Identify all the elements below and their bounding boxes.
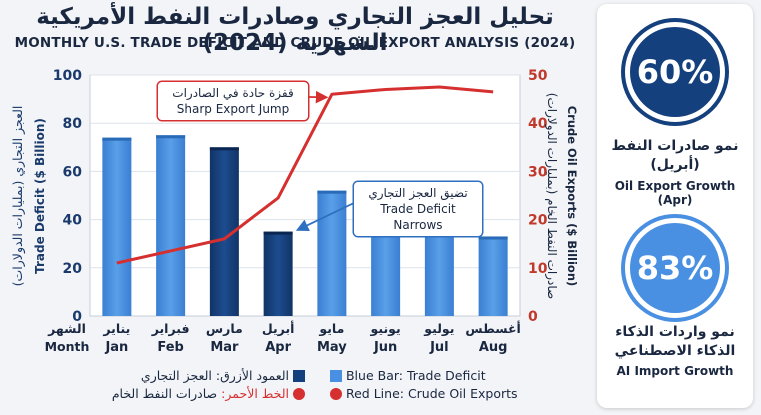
- ai-growth-label-en: AI Import Growth: [616, 364, 734, 378]
- arrow-deficit-narrows: [295, 201, 357, 231]
- y-left-label-ar: العجز التجاري (بمليارات الدولارات): [10, 106, 26, 287]
- bar-trade-deficit: [263, 231, 293, 316]
- bar-cap: [263, 231, 293, 235]
- bar-trade-deficit: [156, 135, 186, 316]
- callout-deficit-narrows-ar: تضيق العجز التجاري: [368, 186, 468, 200]
- y-right-tick-label: 30: [528, 164, 548, 180]
- oil-growth-circle: 60%: [625, 22, 725, 122]
- y-left-tick-label: 40: [63, 213, 83, 229]
- bar-trade-deficit: [424, 234, 454, 316]
- callout-deficit-narrows: تضيق العجز التجاري Trade Deficit Narrows: [354, 182, 482, 236]
- bar-cap: [102, 137, 132, 141]
- legend-swatch-red-dot: [293, 388, 305, 400]
- x-tick-label-ar: مايو: [318, 321, 344, 336]
- x-tick-label-ar: يناير: [102, 321, 130, 336]
- y-right-tick-label: 40: [528, 116, 548, 132]
- y-left-tick-label: 80: [63, 116, 83, 132]
- x-header-ar: الشهر: [47, 321, 86, 336]
- legend-red-ar: الخط الأحمر: صادرات النفط الخام: [100, 386, 305, 401]
- y-right-tick-label: 10: [528, 261, 548, 277]
- callout-deficit-narrows-en: Trade Deficit Narrows: [380, 202, 456, 232]
- annotation-arrows: [295, 90, 357, 231]
- legend-blue-en: Blue Bar: Trade Deficit: [330, 368, 486, 383]
- y-left-tick-label: 0: [72, 309, 82, 325]
- bar-cap: [209, 147, 239, 151]
- x-tick-label-en: Aug: [479, 340, 508, 355]
- y-left-tick-label: 20: [63, 261, 83, 277]
- x-tick-label-ar: يونيو: [370, 321, 401, 336]
- y-right-tick-label: 50: [528, 68, 548, 84]
- page-title-english: MONTHLY U.S. TRADE DEFICIT AND CRUDE OIL…: [14, 35, 576, 51]
- callout-export-jump: قفزة حادة في الصادرات Sharp Export Jump: [158, 82, 308, 120]
- line-crude-oil-exports: [116, 85, 494, 265]
- x-tick-label-en: Feb: [157, 340, 183, 355]
- bar-trade-deficit: [478, 236, 508, 316]
- oil-growth-label-ar-2: (أبريل): [650, 157, 700, 173]
- x-tick-label-en: Jun: [373, 340, 397, 355]
- bar-trade-deficit: [317, 190, 347, 316]
- page-title-arabic: تحليل العجز التجاري وصادرات النفط الأمري…: [36, 4, 554, 56]
- legend-blue-en-text: Blue Bar: Trade Deficit: [345, 368, 486, 383]
- x-tick-label-ar: أبريل: [262, 320, 295, 336]
- y-right-tick-label: 20: [528, 213, 548, 229]
- ai-growth-circle: 83%: [625, 218, 725, 318]
- legend-blue-ar: العمود الأزرق: العجز التجاري: [110, 368, 305, 383]
- axis-labels: العجز التجاري (بمليارات الدولارات) Trade…: [10, 93, 579, 354]
- legend-blue-ar-text: العمود الأزرق: العجز التجاري: [140, 368, 290, 383]
- oil-growth-label-ar: نمو صادرات النفط (أبريل): [597, 137, 753, 175]
- y-right-tick-label: 0: [528, 309, 538, 325]
- oil-growth-label-ar-1: نمو صادرات النفط: [611, 138, 739, 154]
- y-right-label-ar: صادرات النفط الخام (بمليارات الدولارات): [544, 93, 559, 299]
- legend-swatch-dark-blue: [293, 370, 305, 382]
- ai-growth-label-ar-2: الذكاء الاصطناعي: [614, 343, 736, 359]
- x-tick-label-ar: يوليو: [423, 321, 454, 336]
- bar-cap: [317, 190, 347, 194]
- legend-red-en-text: Red Line: Crude Oil Exports: [345, 386, 518, 401]
- legend-swatch-blue: [330, 370, 342, 382]
- y-left-tick-label: 60: [63, 164, 83, 180]
- callout-export-jump-ar: قفزة حادة في الصادرات: [172, 86, 294, 100]
- legend-swatch-red: [330, 388, 342, 400]
- legend-red-ar-prefix: الخط الأحمر:: [221, 386, 290, 401]
- stats-card: 60% نمو صادرات النفط (أبريل) Oil Export …: [597, 4, 753, 408]
- ai-growth-value: 83%: [636, 249, 714, 287]
- oil-growth-label-en: Oil Export Growth (Apr): [614, 179, 736, 207]
- x-tick-label-en: Apr: [265, 340, 291, 355]
- export-line: [116, 85, 494, 265]
- x-tick-label-en: Jul: [429, 340, 449, 355]
- bar-cap: [478, 236, 508, 240]
- bar-trade-deficit: [371, 234, 401, 316]
- x-tick-label-ar: أغسطس: [465, 320, 520, 336]
- x-tick-label-en: Mar: [210, 340, 239, 355]
- y-right-label-en: Crude Oil Exports ($ Billion): [565, 106, 579, 287]
- x-tick-label-ar: مارس: [206, 321, 243, 336]
- legend-red-ar-text: صادرات النفط الخام: [111, 386, 218, 401]
- ai-growth-label-ar: نمو واردات الذكاء الذكاء الاصطناعي: [597, 323, 753, 361]
- bars: [102, 135, 508, 316]
- axis-ticks: 0 20 40 60 80 100 0 10 20 30 40 50 يناير Jan فبراير Feb…: [53, 68, 548, 355]
- x-header-en: Month: [45, 339, 90, 354]
- ai-growth-label-ar-1: نمو واردات الذكاء: [615, 324, 735, 340]
- callout-export-jump-en: Sharp Export Jump: [176, 102, 290, 116]
- bar-trade-deficit: [102, 137, 132, 316]
- y-left-label-en: Trade Deficit ($ Billion): [33, 118, 47, 274]
- chart: 0 20 40 60 80 100 0 10 20 30 40 50 يناير Jan فبراير Feb…: [10, 68, 579, 355]
- x-tick-label-ar: فبراير: [151, 321, 190, 336]
- x-tick-label-en: Jan: [104, 340, 128, 355]
- y-left-tick-label: 100: [53, 68, 82, 84]
- oil-growth-value: 60%: [636, 53, 714, 91]
- bar-cap: [156, 135, 186, 139]
- legend-red-en: Red Line: Crude Oil Exports: [330, 386, 518, 401]
- x-tick-label-en: May: [317, 340, 347, 355]
